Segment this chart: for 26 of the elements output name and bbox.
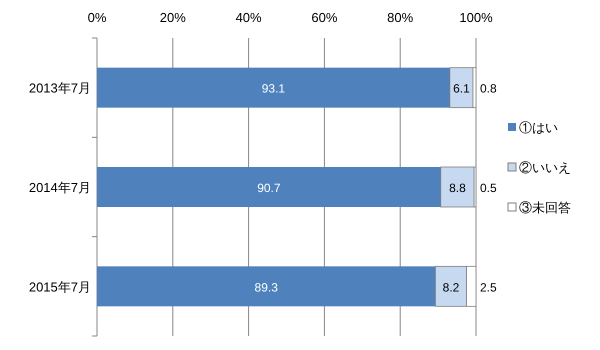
legend-label: ②いいえ <box>519 160 571 175</box>
bar <box>97 167 441 207</box>
data-label: 93.1 <box>262 82 286 96</box>
y-tick-label: 2014年7月 <box>28 180 91 195</box>
data-label: 8.2 <box>442 280 460 294</box>
legend-label: ③未回答 <box>519 200 571 215</box>
data-label: 8.8 <box>449 181 466 195</box>
x-tick-label: 20% <box>160 10 186 25</box>
y-tick-label: 2013年7月 <box>28 80 91 96</box>
x-tick-label: 0% <box>88 10 107 25</box>
y-tick-label: 2015年7月 <box>28 279 91 294</box>
data-label: 6.1 <box>453 82 470 96</box>
bar <box>97 68 450 108</box>
x-tick-label: 40% <box>236 10 262 25</box>
data-label: 2.5 <box>480 280 498 294</box>
x-tick-label: 80% <box>387 10 414 25</box>
legend-label: ①はい <box>519 120 558 135</box>
data-label: 90.7 <box>257 181 281 195</box>
data-label: 0.5 <box>480 181 498 195</box>
x-tick-label: 100% <box>459 10 494 25</box>
data-label: 89.3 <box>254 280 278 294</box>
x-tick-label: 60% <box>311 10 338 25</box>
bar <box>449 67 474 108</box>
data-label: 0.8 <box>480 82 498 96</box>
bar <box>440 166 475 208</box>
bar <box>97 266 436 306</box>
